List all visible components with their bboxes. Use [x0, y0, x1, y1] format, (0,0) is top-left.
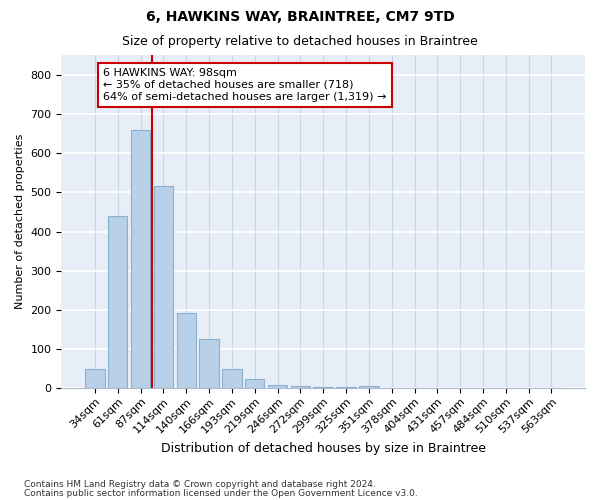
Bar: [222, 369, 242, 388]
Bar: [176, 312, 196, 388]
Bar: [108, 216, 127, 388]
Bar: [154, 186, 173, 388]
Text: Contains HM Land Registry data © Crown copyright and database right 2024.: Contains HM Land Registry data © Crown c…: [24, 480, 376, 489]
Bar: [268, 384, 287, 388]
Bar: [245, 378, 265, 388]
X-axis label: Distribution of detached houses by size in Braintree: Distribution of detached houses by size …: [161, 442, 486, 455]
Text: 6 HAWKINS WAY: 98sqm
← 35% of detached houses are smaller (718)
64% of semi-deta: 6 HAWKINS WAY: 98sqm ← 35% of detached h…: [103, 68, 386, 102]
Bar: [85, 369, 104, 388]
Text: 6, HAWKINS WAY, BRAINTREE, CM7 9TD: 6, HAWKINS WAY, BRAINTREE, CM7 9TD: [146, 10, 454, 24]
Text: Size of property relative to detached houses in Braintree: Size of property relative to detached ho…: [122, 35, 478, 48]
Y-axis label: Number of detached properties: Number of detached properties: [15, 134, 25, 310]
Bar: [337, 387, 356, 388]
Text: Contains public sector information licensed under the Open Government Licence v3: Contains public sector information licen…: [24, 488, 418, 498]
Bar: [131, 130, 150, 388]
Bar: [199, 338, 219, 388]
Bar: [290, 386, 310, 388]
Bar: [359, 386, 379, 388]
